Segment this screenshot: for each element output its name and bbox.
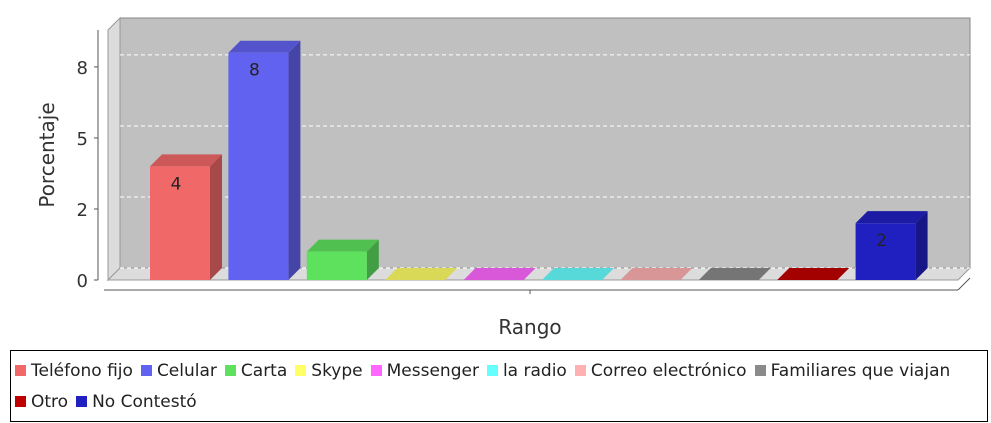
bar-top [698,268,771,280]
legend-label: No Contestó [92,391,197,412]
legend-swatch [574,365,586,376]
legend-swatch [754,365,766,376]
bar-top [150,154,222,167]
legend-swatch [15,365,26,376]
legend-label: Celular [156,360,217,381]
bar [306,251,367,280]
legend-label: Carta [240,360,288,381]
bar-top [463,268,536,280]
value-label: 2 [876,231,887,251]
chart: Rango Porcentaje 0 2 5 8 4 8 2 [35,16,972,339]
value-label: 4 [171,174,182,194]
legend-swatch [295,365,307,376]
bar-top [385,268,458,280]
bar-top [306,239,379,252]
y-tick-label: 2 [77,200,88,221]
x-axis-label: Rango [498,315,561,339]
y-tick-label: 5 [77,129,88,150]
left-wall [107,16,121,282]
value-label: 8 [249,61,260,81]
legend-swatch [370,365,382,376]
bar-top [620,268,693,280]
legend-item: Otro [15,392,68,412]
legend-item: Familiares que viajan [754,360,951,381]
y-axis-label: Porcentaje [35,102,59,207]
legend-item: Teléfono fijo [15,361,133,381]
legend-swatch [486,365,498,376]
legend: Teléfono fijo Celular Carta Skype Messenger l… [10,350,988,422]
x-axis-line-3d [957,277,971,291]
legend-label: Teléfono fijo [31,360,133,381]
y-tick-label: 8 [77,58,88,79]
legend-label: Messenger [386,360,479,381]
legend-item: No Contestó [76,392,197,412]
legend-item: Correo electrónico [574,360,747,381]
legend-item: Celular [140,360,217,381]
bar-side [210,154,222,280]
bar [150,166,210,280]
bar-top [777,268,850,280]
legend-label: Familiares que viajan [770,360,951,381]
legend-swatch [224,365,236,376]
bar-top [228,40,301,53]
legend-label: Otro [31,391,69,412]
legend-label: Skype [311,360,363,381]
bar-side [288,40,301,281]
bar [228,52,289,281]
legend-item: la radio [486,360,567,381]
bar-side [366,239,379,280]
bar-top [542,268,614,280]
legend-item: Carta [224,360,288,381]
legend-item: Messenger [370,360,479,381]
y-tick-label: 0 [77,271,88,292]
legend-item: Skype [295,360,363,381]
legend-swatch [15,396,26,407]
legend-label: Correo electrónico [590,360,747,381]
legend-swatch [76,396,88,407]
bar [855,223,916,280]
legend-label: la radio [502,360,567,381]
bar-side [915,211,928,280]
bar-top [855,211,928,224]
legend-swatch [140,365,152,376]
